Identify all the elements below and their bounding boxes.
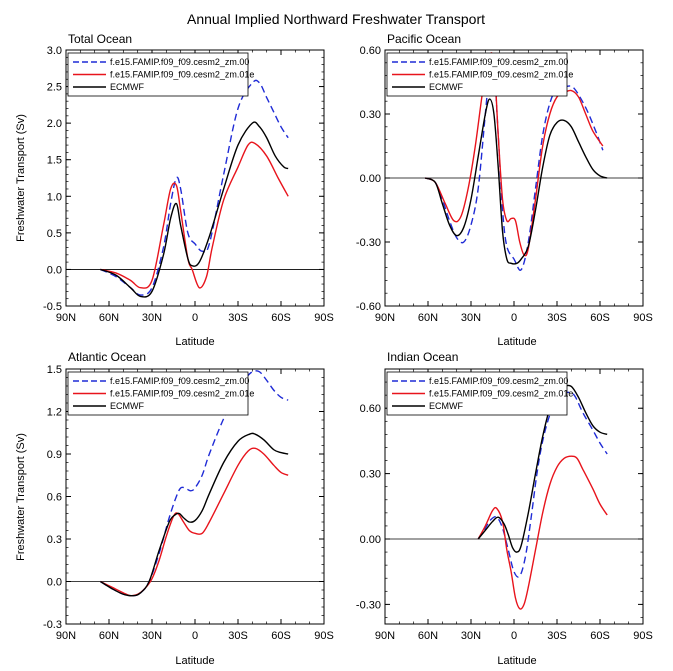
series-line-1 bbox=[100, 141, 289, 289]
panel-title: Pacific Ocean bbox=[387, 32, 461, 46]
x-tick-label: 0 bbox=[192, 312, 198, 324]
x-tick-label: 30S bbox=[547, 312, 567, 324]
y-tick-label: 1.0 bbox=[47, 191, 62, 203]
legend-label-2: ECMWF bbox=[429, 401, 463, 411]
x-tick-label: 60S bbox=[271, 312, 291, 324]
series-line-2 bbox=[477, 384, 608, 553]
x-tick-label: 30N bbox=[461, 312, 481, 324]
x-tick-label: 30N bbox=[461, 630, 481, 642]
x-tick-label: 60N bbox=[99, 630, 119, 642]
x-tick-label: 30N bbox=[142, 312, 162, 324]
x-tick-label: 60N bbox=[99, 312, 119, 324]
panel-title: Indian Ocean bbox=[387, 350, 458, 364]
legend-label-1: f.e15.FAMIP.f09_f09.cesm2_zm.01e bbox=[429, 389, 573, 399]
x-axis-label: Latitude bbox=[175, 336, 214, 348]
y-tick-label: 1.5 bbox=[47, 155, 62, 167]
x-tick-label: 60S bbox=[590, 312, 610, 324]
x-tick-label: 0 bbox=[192, 630, 198, 642]
x-tick-label: 60N bbox=[418, 312, 438, 324]
y-tick-label: 0.30 bbox=[360, 109, 381, 121]
legend-label-1: f.e15.FAMIP.f09_f09.cesm2_zm.01e bbox=[110, 389, 254, 399]
panel-title: Atlantic Ocean bbox=[68, 350, 146, 364]
legend-label-0: f.e15.FAMIP.f09_f09.cesm2_zm.00 bbox=[429, 57, 568, 67]
x-tick-label: 90N bbox=[375, 630, 395, 642]
panel-total-ocean: Total Ocean Freshwater Transport (Sv) La… bbox=[15, 32, 334, 348]
y-tick-label: 1.2 bbox=[47, 407, 62, 419]
y-tick-label: 3.0 bbox=[47, 45, 62, 57]
series-line-0 bbox=[100, 370, 289, 597]
legend-label-0: f.e15.FAMIP.f09_f09.cesm2_zm.00 bbox=[110, 376, 249, 386]
legend-label-1: f.e15.FAMIP.f09_f09.cesm2_zm.01e bbox=[110, 70, 254, 80]
x-axis-label: Latitude bbox=[497, 655, 536, 667]
x-tick-label: 60S bbox=[590, 630, 610, 642]
x-tick-label: 90S bbox=[633, 630, 653, 642]
x-tick-label: 90N bbox=[375, 312, 395, 324]
y-tick-label: -0.5 bbox=[43, 301, 62, 313]
legend-label-0: f.e15.FAMIP.f09_f09.cesm2_zm.00 bbox=[110, 57, 249, 67]
x-tick-label: 90S bbox=[314, 312, 334, 324]
x-tick-label: 30S bbox=[228, 312, 248, 324]
y-axis-label: Freshwater Transport (Sv) bbox=[15, 433, 27, 561]
y-tick-label: 2.0 bbox=[47, 118, 62, 130]
y-tick-label: 2.5 bbox=[47, 82, 62, 94]
x-tick-label: 90N bbox=[56, 312, 76, 324]
legend-label-2: ECMWF bbox=[110, 401, 144, 411]
series-line-1 bbox=[477, 455, 608, 610]
legend-label-1: f.e15.FAMIP.f09_f09.cesm2_zm.01e bbox=[429, 70, 573, 80]
y-tick-label: 0.0 bbox=[47, 264, 62, 276]
x-axis-label: Latitude bbox=[497, 336, 536, 348]
series-line-2 bbox=[424, 98, 608, 265]
figure-title: Annual Implied Northward Freshwater Tran… bbox=[187, 11, 485, 27]
y-tick-label: 0.00 bbox=[360, 534, 381, 546]
y-tick-label: -0.30 bbox=[356, 599, 381, 611]
x-tick-label: 60N bbox=[418, 630, 438, 642]
x-tick-label: 30S bbox=[547, 630, 567, 642]
panel-atlantic-ocean: Atlantic Ocean Freshwater Transport (Sv)… bbox=[15, 350, 334, 667]
panel-pacific-ocean: Pacific Ocean Latitude -0.60 -0.30 0.00 0.3… bbox=[356, 32, 653, 348]
y-tick-label: 0.3 bbox=[47, 534, 62, 546]
x-tick-label: 30N bbox=[142, 630, 162, 642]
x-tick-label: 60S bbox=[271, 630, 291, 642]
x-tick-label: 90S bbox=[314, 630, 334, 642]
series-line-2 bbox=[100, 432, 289, 597]
y-axis-label: Freshwater Transport (Sv) bbox=[15, 114, 27, 242]
y-tick-label: 0.6 bbox=[47, 492, 62, 504]
y-tick-label: 1.5 bbox=[47, 364, 62, 376]
x-tick-label: 90S bbox=[633, 312, 653, 324]
x-tick-label: 30S bbox=[228, 630, 248, 642]
x-tick-label: 0 bbox=[511, 312, 517, 324]
y-tick-label: 0.60 bbox=[360, 403, 381, 415]
y-tick-label: 0.60 bbox=[360, 45, 381, 57]
y-tick-label: 0.00 bbox=[360, 173, 381, 185]
y-tick-label: 0.30 bbox=[360, 469, 381, 481]
panel-title: Total Ocean bbox=[68, 32, 132, 46]
x-tick-label: 0 bbox=[511, 630, 517, 642]
y-tick-label: 0.5 bbox=[47, 228, 62, 240]
x-tick-label: 90N bbox=[56, 630, 76, 642]
legend-label-2: ECMWF bbox=[429, 82, 463, 92]
y-tick-label: -0.30 bbox=[356, 237, 381, 249]
x-axis-label: Latitude bbox=[175, 655, 214, 667]
legend-label-0: f.e15.FAMIP.f09_f09.cesm2_zm.00 bbox=[429, 376, 568, 386]
y-tick-label: -0.60 bbox=[356, 301, 381, 313]
y-tick-label: 0.9 bbox=[47, 449, 62, 461]
series-line-0 bbox=[100, 79, 289, 296]
panel-indian-ocean: Indian Ocean Latitude -0.30 0.00 0.30 0.60 9… bbox=[356, 350, 653, 667]
y-tick-label: -0.3 bbox=[43, 619, 62, 631]
series-line-0 bbox=[477, 391, 608, 578]
legend-label-2: ECMWF bbox=[110, 82, 144, 92]
y-tick-label: 0.0 bbox=[47, 577, 62, 589]
series-line-2 bbox=[100, 121, 289, 298]
